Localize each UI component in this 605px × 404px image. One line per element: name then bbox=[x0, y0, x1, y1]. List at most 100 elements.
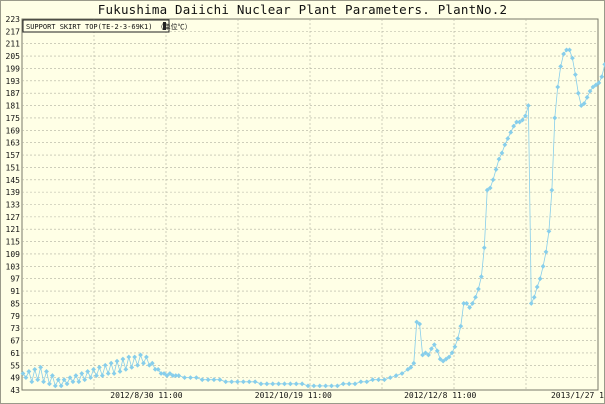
data-point bbox=[599, 74, 605, 80]
data-point bbox=[346, 381, 352, 387]
data-point bbox=[276, 381, 282, 387]
data-point bbox=[329, 383, 334, 389]
data-point bbox=[158, 371, 164, 376]
data-point bbox=[49, 373, 55, 378]
data-point bbox=[543, 249, 549, 255]
data-point bbox=[293, 381, 299, 387]
y-tick-label: 103 bbox=[6, 262, 21, 271]
x-tick-label: 2012/8/30 11:00 bbox=[110, 391, 182, 400]
data-point bbox=[217, 377, 223, 383]
data-point bbox=[525, 103, 531, 108]
data-point bbox=[596, 80, 602, 86]
data-point bbox=[473, 294, 478, 300]
data-point bbox=[352, 381, 358, 387]
y-tick-label: 151 bbox=[6, 163, 21, 172]
data-point bbox=[287, 381, 293, 387]
data-point bbox=[73, 373, 79, 378]
data-point bbox=[481, 245, 487, 251]
x-tick-label: 2013/1/27 11:00 bbox=[551, 391, 605, 400]
data-point bbox=[47, 381, 52, 387]
data-point bbox=[193, 375, 199, 381]
data-point bbox=[149, 360, 155, 366]
data-point bbox=[517, 119, 522, 125]
data-point bbox=[484, 187, 490, 193]
data-point bbox=[38, 364, 44, 370]
data-point bbox=[282, 381, 287, 387]
x-tick-label: 2012/10/19 11:00 bbox=[255, 391, 332, 400]
y-tick-label: 145 bbox=[6, 176, 21, 185]
data-point bbox=[144, 354, 149, 360]
data-point bbox=[534, 284, 540, 290]
data-point bbox=[44, 369, 49, 374]
data-point bbox=[117, 369, 123, 374]
data-point bbox=[20, 371, 26, 376]
y-tick-label: 127 bbox=[6, 213, 21, 222]
y-axis: 43 49 55 61 67 73 79 85 91 97 103 109 115 121 127 133 13… bbox=[6, 15, 21, 395]
data-point bbox=[79, 371, 85, 376]
data-point bbox=[52, 383, 58, 389]
y-tick-label: 85 bbox=[10, 299, 20, 308]
data-point bbox=[537, 276, 543, 282]
data-point bbox=[182, 375, 187, 381]
y-tick-label: 55 bbox=[10, 361, 20, 370]
y-tick-label: 67 bbox=[10, 337, 20, 346]
data-point bbox=[440, 358, 446, 364]
data-point bbox=[176, 373, 182, 378]
data-point bbox=[514, 119, 520, 125]
data-point bbox=[88, 375, 93, 381]
legend-swatch bbox=[163, 22, 166, 30]
data-point bbox=[164, 373, 170, 378]
data-point bbox=[123, 366, 129, 372]
data-point bbox=[502, 142, 508, 148]
data-point bbox=[587, 88, 593, 94]
data-point bbox=[443, 356, 449, 362]
data-point bbox=[487, 185, 493, 191]
data-point bbox=[399, 371, 405, 376]
data-point bbox=[575, 90, 581, 96]
data-point bbox=[170, 373, 176, 378]
data-point bbox=[364, 379, 370, 385]
data-point bbox=[108, 360, 114, 366]
data-point bbox=[246, 379, 252, 385]
data-point bbox=[132, 354, 138, 360]
data-point bbox=[305, 383, 311, 389]
data-point bbox=[299, 381, 305, 387]
y-tick-label: 121 bbox=[6, 225, 21, 234]
data-point bbox=[546, 228, 552, 234]
data-point bbox=[102, 362, 108, 368]
data-point bbox=[561, 51, 567, 57]
y-tick-label: 49 bbox=[10, 374, 20, 383]
data-point bbox=[528, 301, 534, 306]
data-point bbox=[55, 377, 61, 383]
y-tick-label: 97 bbox=[10, 275, 20, 284]
data-point bbox=[570, 55, 575, 61]
data-point bbox=[141, 360, 146, 366]
y-tick-label: 133 bbox=[6, 201, 21, 210]
data-point bbox=[70, 379, 76, 385]
data-point bbox=[240, 379, 246, 385]
data-point bbox=[58, 383, 64, 389]
data-point bbox=[581, 101, 587, 106]
data-point bbox=[229, 379, 235, 385]
series-layer bbox=[20, 47, 605, 389]
data-point bbox=[94, 373, 99, 378]
data-point bbox=[41, 379, 46, 385]
data-point bbox=[188, 375, 193, 381]
data-point bbox=[270, 381, 276, 387]
y-tick-label: 205 bbox=[6, 52, 21, 61]
data-point bbox=[91, 366, 96, 372]
data-point bbox=[417, 321, 423, 327]
data-point bbox=[455, 336, 461, 341]
data-point bbox=[317, 383, 323, 389]
data-point bbox=[449, 350, 455, 356]
data-point bbox=[593, 82, 599, 88]
data-point bbox=[578, 103, 584, 108]
y-tick-label: 199 bbox=[6, 64, 21, 73]
y-tick-label: 187 bbox=[6, 89, 21, 98]
data-point bbox=[478, 274, 484, 280]
data-point bbox=[405, 366, 411, 372]
data-point bbox=[35, 377, 41, 383]
data-point bbox=[32, 366, 38, 372]
data-point bbox=[146, 362, 152, 368]
